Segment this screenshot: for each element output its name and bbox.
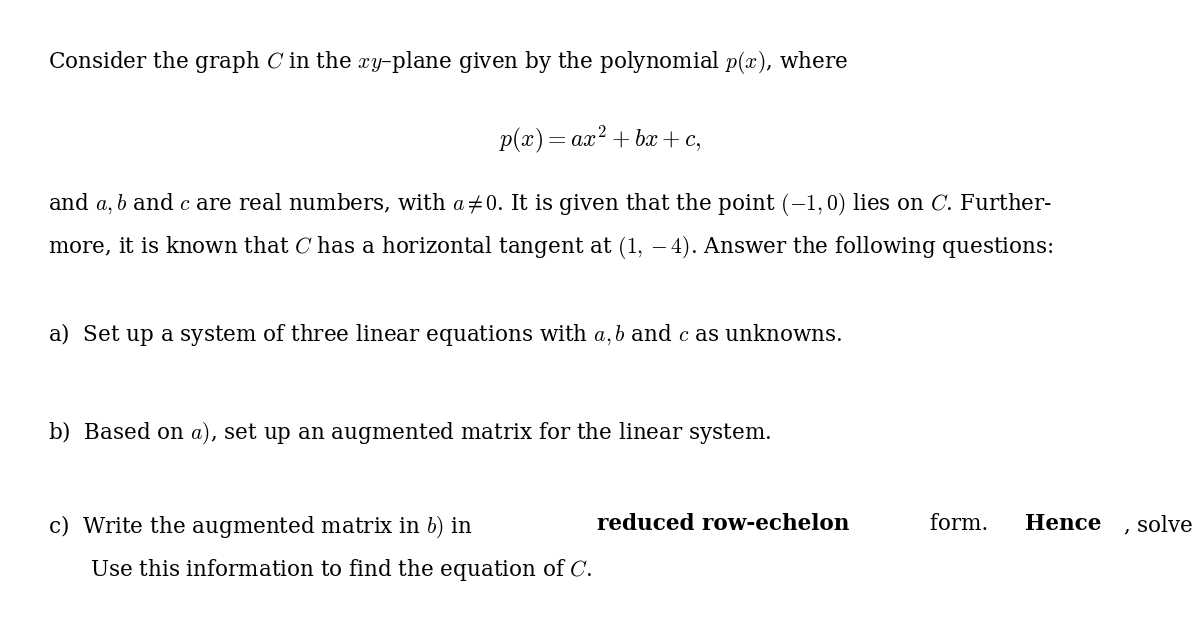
Text: and $a, b$ and $c$ are real numbers, with $a \neq 0$. It is given that the point: and $a, b$ and $c$ are real numbers, wit… <box>48 191 1052 218</box>
Text: a)  Set up a system of three linear equations with $a, b$ and $c$ as unknowns.: a) Set up a system of three linear equat… <box>48 321 842 348</box>
Text: Use this information to find the equation of $C$.: Use this information to find the equatio… <box>90 557 592 582</box>
Text: form.: form. <box>923 513 1002 536</box>
Text: Hence: Hence <box>1025 513 1102 536</box>
Text: b)  Based on $a)$, set up an augmented matrix for the linear system.: b) Based on $a)$, set up an augmented ma… <box>48 420 772 446</box>
Text: $p(x) = ax^2 + bx + c,$: $p(x) = ax^2 + bx + c,$ <box>499 123 701 155</box>
Text: c)  Write the augmented matrix in $b)$ in: c) Write the augmented matrix in $b)$ in <box>48 513 474 540</box>
Text: Consider the graph $C$ in the $xy$–plane given by the polynomial $p(x)$, where: Consider the graph $C$ in the $xy$–plane… <box>48 49 848 77</box>
Text: , solve $a, b$ and $c$.: , solve $a, b$ and $c$. <box>1123 513 1200 538</box>
Text: reduced row-echelon: reduced row-echelon <box>598 513 850 536</box>
Text: more, it is known that $C$ has a horizontal tangent at $(1, -4)$. Answer the fol: more, it is known that $C$ has a horizon… <box>48 234 1054 262</box>
